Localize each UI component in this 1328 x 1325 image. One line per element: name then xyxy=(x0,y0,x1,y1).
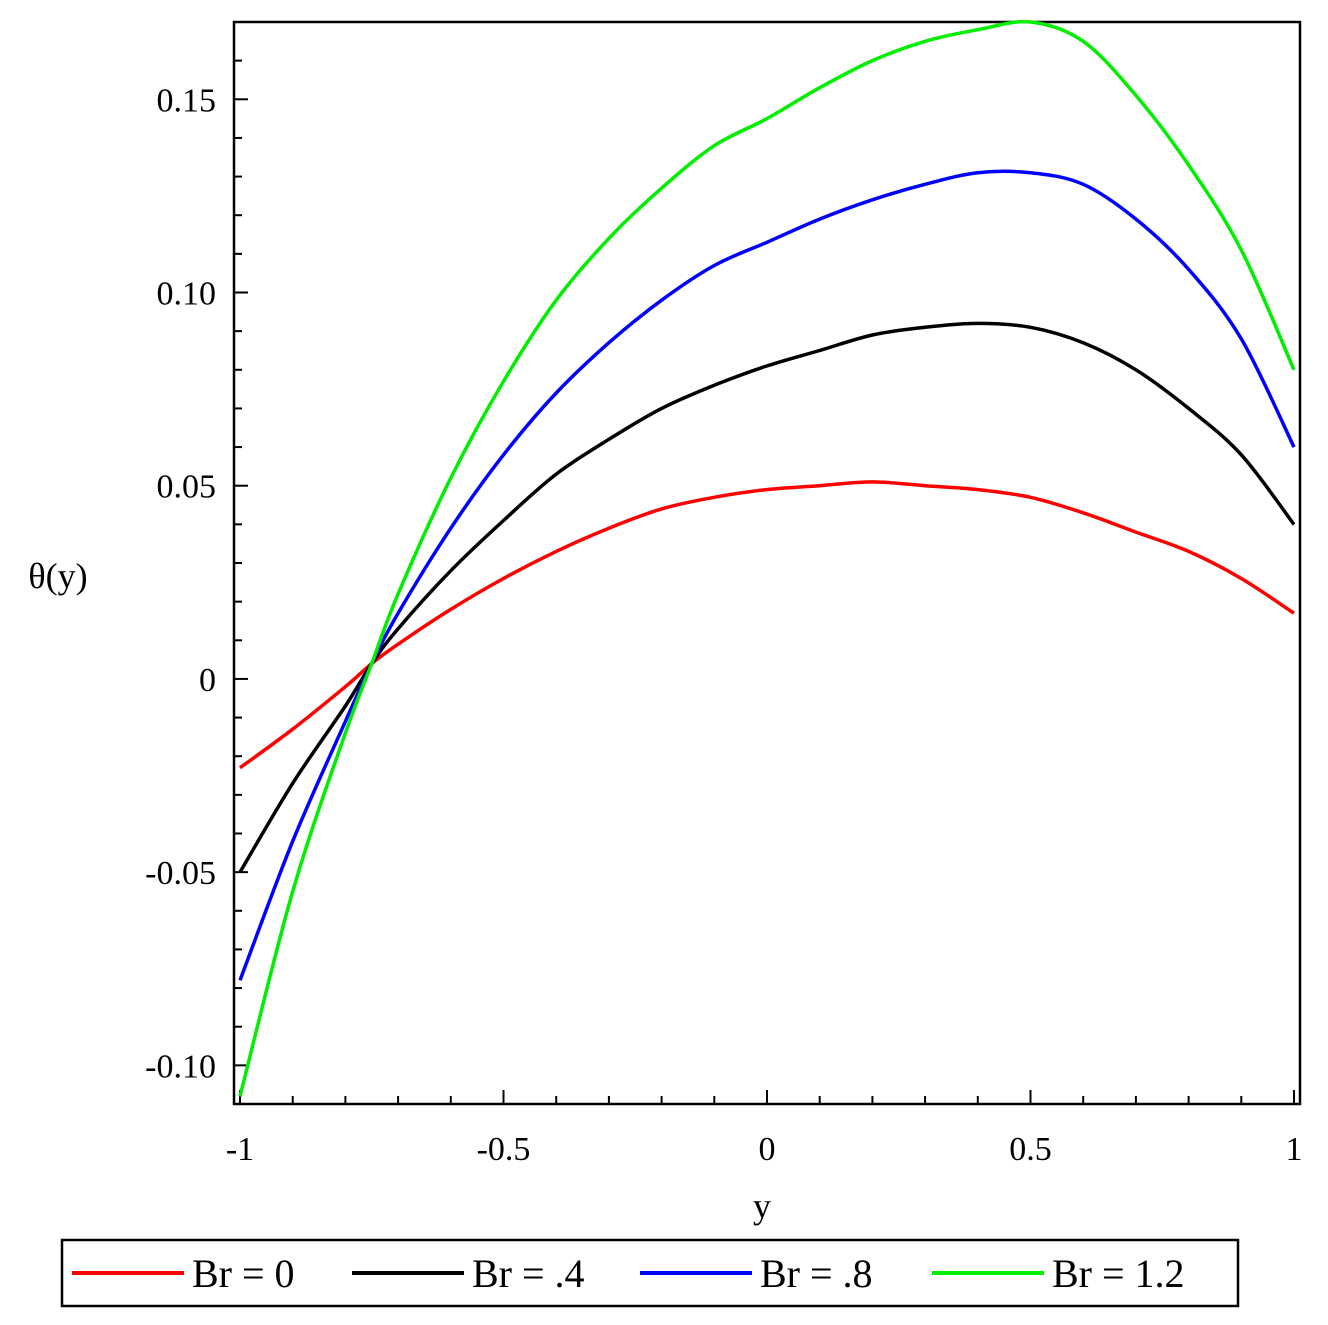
plot-frame xyxy=(232,20,1302,1106)
y-tick-label: 0.15 xyxy=(157,82,217,119)
x-axis-label: y xyxy=(753,1186,771,1226)
legend-label: Br = 0 xyxy=(192,1251,295,1296)
x-tick-label: 0.5 xyxy=(1009,1131,1052,1168)
plot-area: -1 -0.5 0 0.5 1 -0.10 -0.05 0 0.05 0.10 0.15 xyxy=(145,19,1303,1168)
series-line-2 xyxy=(238,169,1296,981)
legend-label: Br = .4 xyxy=(472,1251,585,1296)
y-tick-label: -0.05 xyxy=(145,855,216,892)
series-lines xyxy=(238,19,1296,1097)
legend-label: Br = 1.2 xyxy=(1052,1251,1185,1296)
legend-items: Br = 0 Br = .4 Br = .8 Br = 1.2 xyxy=(72,1251,1185,1296)
y-tick-label: 0.10 xyxy=(157,276,217,313)
x-tick-label: -0.5 xyxy=(477,1131,531,1168)
legend-label: Br = .8 xyxy=(760,1251,873,1296)
x-tick-label: -1 xyxy=(226,1131,254,1168)
y-axis-label: θ(y) xyxy=(28,556,87,596)
x-tick-label: 0 xyxy=(759,1131,776,1168)
tick-labels: -1 -0.5 0 0.5 1 -0.10 -0.05 0 0.05 0.10 0.15 xyxy=(145,82,1302,1168)
y-tick-label: 0.05 xyxy=(157,469,217,506)
series-line-0 xyxy=(238,480,1295,770)
legend: Br = 0 Br = .4 Br = .8 Br = 1.2 xyxy=(60,1238,1240,1308)
y-tick-label: 0 xyxy=(199,662,216,699)
y-tick-label: -0.10 xyxy=(145,1048,216,1085)
axis-ticks xyxy=(234,21,1295,1105)
series-line-3 xyxy=(238,19,1296,1097)
x-tick-label: 1 xyxy=(1286,1131,1303,1168)
